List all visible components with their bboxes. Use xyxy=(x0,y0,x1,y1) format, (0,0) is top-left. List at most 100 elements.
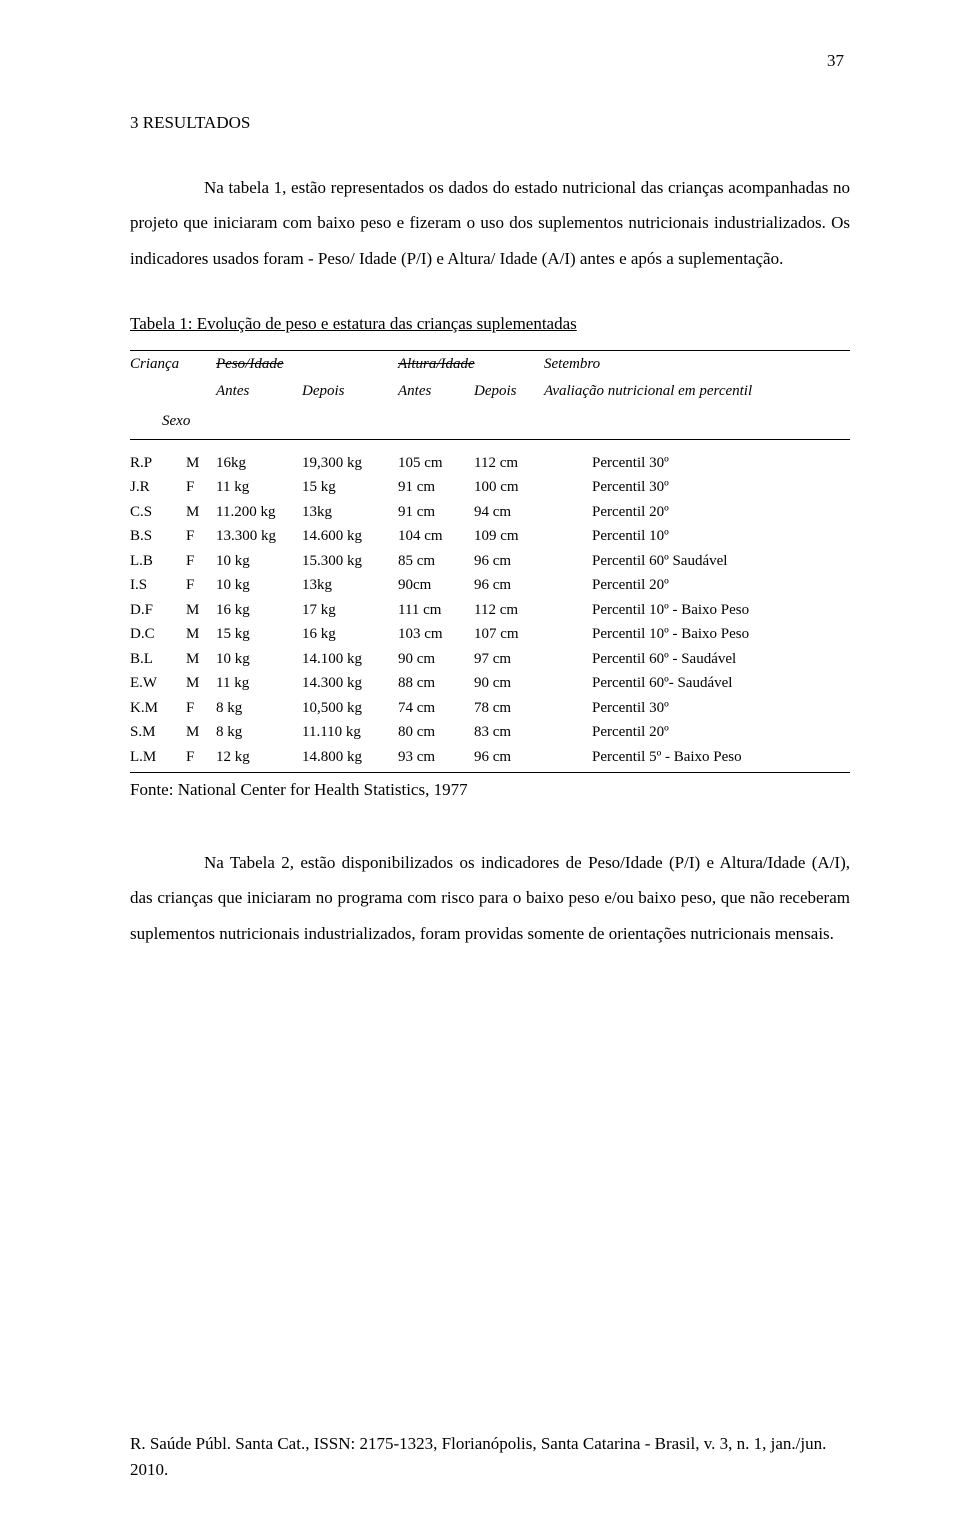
table-cell: I.S xyxy=(130,573,186,598)
th-antes-2: Antes xyxy=(398,378,474,409)
table-cell: R.P xyxy=(130,439,186,475)
table-cell: C.S xyxy=(130,500,186,525)
table-cell: 15 kg xyxy=(216,622,302,647)
table-cell: 91 cm xyxy=(398,500,474,525)
paragraph-2: Na Tabela 2, estão disponibilizados os i… xyxy=(130,845,850,952)
table-cell: Percentil 30º xyxy=(544,439,850,475)
table-cell: 85 cm xyxy=(398,549,474,574)
table-cell: F xyxy=(186,745,216,773)
table-cell: 80 cm xyxy=(398,720,474,745)
table-row: D.CM15 kg16 kg103 cm107 cmPercentil 10º … xyxy=(130,622,850,647)
table-row: R.PM16kg19,300 kg105 cm112 cmPercentil 3… xyxy=(130,439,850,475)
table-cell: M xyxy=(186,671,216,696)
table-cell: 10 kg xyxy=(216,549,302,574)
table-row: B.LM10 kg14.100 kg90 cm97 cmPercentil 60… xyxy=(130,647,850,672)
table-cell: 78 cm xyxy=(474,696,544,721)
table-cell: Percentil 5º - Baixo Peso xyxy=(544,745,850,773)
table-cell: 96 cm xyxy=(474,573,544,598)
table-cell: D.C xyxy=(130,622,186,647)
th-antes-1: Antes xyxy=(216,378,302,409)
th-depois-1: Depois xyxy=(302,378,398,409)
table-cell: 94 cm xyxy=(474,500,544,525)
table-row: B.SF13.300 kg14.600 kg104 cm109 cmPercen… xyxy=(130,524,850,549)
table-cell: Percentil 30º xyxy=(544,475,850,500)
table-cell: 8 kg xyxy=(216,696,302,721)
table-cell: 10,500 kg xyxy=(302,696,398,721)
table-cell: 13.300 kg xyxy=(216,524,302,549)
table-cell: 105 cm xyxy=(398,439,474,475)
table-cell: 100 cm xyxy=(474,475,544,500)
table-cell: 96 cm xyxy=(474,549,544,574)
table-cell: J.R xyxy=(130,475,186,500)
table-caption-text: Tabela 1: Evolução de peso e estatura da… xyxy=(130,314,577,333)
table-cell: 90cm xyxy=(398,573,474,598)
table-cell: F xyxy=(186,549,216,574)
table-cell: Percentil 60º - Saudável xyxy=(544,647,850,672)
table-cell: 103 cm xyxy=(398,622,474,647)
table-row: L.BF10 kg15.300 kg85 cm96 cmPercentil 60… xyxy=(130,549,850,574)
table-cell: M xyxy=(186,622,216,647)
table-cell: 109 cm xyxy=(474,524,544,549)
table-cell: Percentil 10º - Baixo Peso xyxy=(544,622,850,647)
th-depois-2: Depois xyxy=(474,378,544,409)
table-cell: 14.800 kg xyxy=(302,745,398,773)
table-cell: 17 kg xyxy=(302,598,398,623)
table-cell: 74 cm xyxy=(398,696,474,721)
table-cell: 90 cm xyxy=(398,647,474,672)
table-row: E.WM11 kg14.300 kg88 cm90 cmPercentil 60… xyxy=(130,671,850,696)
table-cell: 11.200 kg xyxy=(216,500,302,525)
table-cell: D.F xyxy=(130,598,186,623)
table-row: S.MM8 kg11.110 kg80 cm83 cmPercentil 20º xyxy=(130,720,850,745)
page-footer: R. Saúde Públ. Santa Cat., ISSN: 2175-13… xyxy=(130,1431,850,1482)
table-cell: 14.600 kg xyxy=(302,524,398,549)
table-cell: 12 kg xyxy=(216,745,302,773)
table-cell: 11 kg xyxy=(216,475,302,500)
table-cell: 13kg xyxy=(302,573,398,598)
table-cell: 93 cm xyxy=(398,745,474,773)
table-caption: Tabela 1: Evolução de peso e estatura da… xyxy=(130,311,850,337)
table-cell: 11.110 kg xyxy=(302,720,398,745)
th-sexo: Sexo xyxy=(130,408,216,439)
table-cell: 15.300 kg xyxy=(302,549,398,574)
table-cell: S.M xyxy=(130,720,186,745)
table-cell: Percentil 10º xyxy=(544,524,850,549)
table-cell: 97 cm xyxy=(474,647,544,672)
th-setembro: Setembro xyxy=(544,351,850,378)
table-cell: Percentil 10º - Baixo Peso xyxy=(544,598,850,623)
table-cell: 8 kg xyxy=(216,720,302,745)
table-cell: 16 kg xyxy=(302,622,398,647)
table-cell: Percentil 60º Saudável xyxy=(544,549,850,574)
th-peso-idade: Peso/Idade xyxy=(216,351,398,378)
table-row: K.MF8 kg10,500 kg74 cm78 cmPercentil 30º xyxy=(130,696,850,721)
table-cell: M xyxy=(186,500,216,525)
paragraph-intro: Na tabela 1, estão representados os dado… xyxy=(130,170,850,277)
table-cell: K.M xyxy=(130,696,186,721)
table-row: L.MF12 kg14.800 kg93 cm96 cmPercentil 5º… xyxy=(130,745,850,773)
table-cell: 14.300 kg xyxy=(302,671,398,696)
table-cell: 91 cm xyxy=(398,475,474,500)
table-cell: F xyxy=(186,696,216,721)
table-row: J.RF11 kg15 kg91 cm100 cmPercentil 30º xyxy=(130,475,850,500)
table-cell: Percentil 30º xyxy=(544,696,850,721)
page-number: 37 xyxy=(827,48,844,74)
table-cell: 104 cm xyxy=(398,524,474,549)
table-cell: 88 cm xyxy=(398,671,474,696)
table-cell: Percentil 60º- Saudável xyxy=(544,671,850,696)
table-cell: B.S xyxy=(130,524,186,549)
th-altura-idade: Altura/Idade xyxy=(398,351,544,378)
table-cell: 10 kg xyxy=(216,573,302,598)
section-heading: 3 RESULTADOS xyxy=(130,110,850,136)
table-cell: M xyxy=(186,647,216,672)
table-row: C.SM11.200 kg13kg91 cm94 cmPercentil 20º xyxy=(130,500,850,525)
table-cell: Percentil 20º xyxy=(544,720,850,745)
table-cell: F xyxy=(186,524,216,549)
table-cell: 83 cm xyxy=(474,720,544,745)
table-cell: 13kg xyxy=(302,500,398,525)
table-cell: 15 kg xyxy=(302,475,398,500)
table-cell: 112 cm xyxy=(474,598,544,623)
table-cell: 10 kg xyxy=(216,647,302,672)
table-cell: 16 kg xyxy=(216,598,302,623)
th-eval: Avaliação nutricional em percentil xyxy=(544,378,850,409)
data-table: Criança Peso/Idade Altura/Idade Setembro… xyxy=(130,350,850,773)
table-cell: 90 cm xyxy=(474,671,544,696)
